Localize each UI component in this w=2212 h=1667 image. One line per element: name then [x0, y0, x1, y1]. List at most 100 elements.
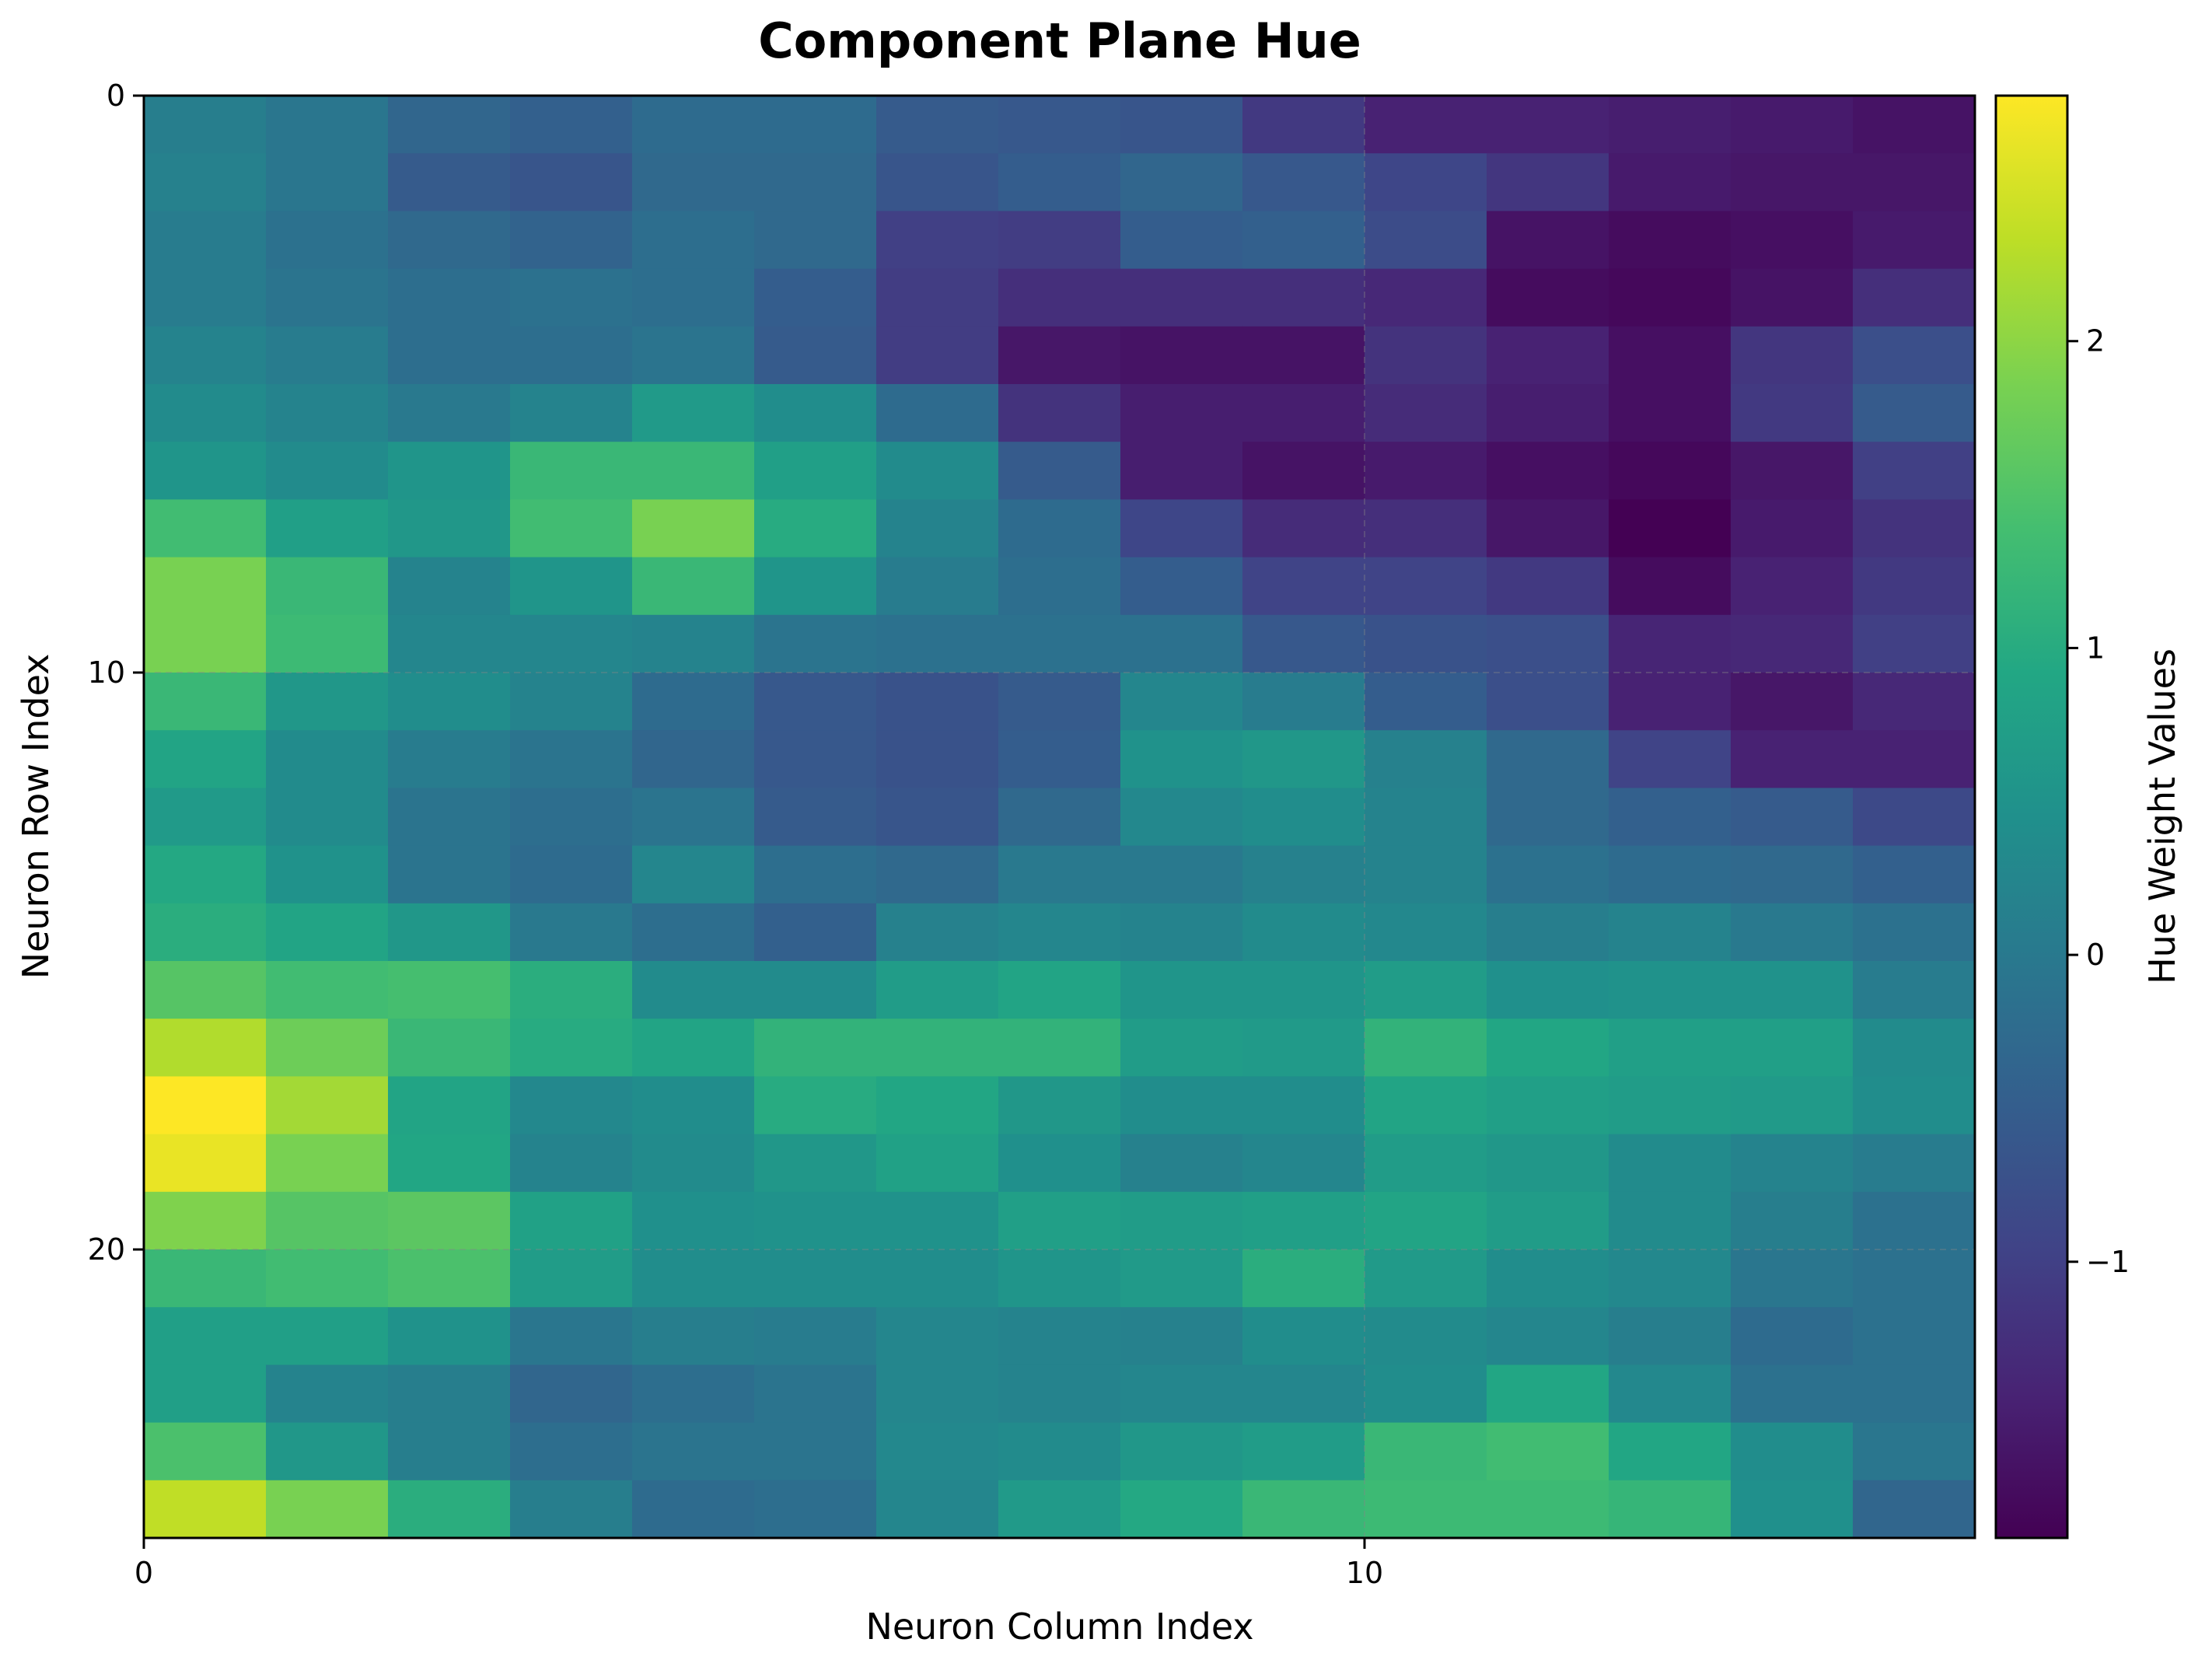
heatmap-cell	[754, 442, 877, 500]
heatmap-cell	[998, 1480, 1121, 1539]
heatmap-cell	[998, 268, 1121, 327]
heatmap-cell	[1120, 557, 1243, 616]
heatmap-cell	[754, 499, 877, 558]
plot-frame	[142, 94, 1976, 1539]
heatmap-cell	[1365, 1134, 1487, 1193]
heatmap-cell	[266, 211, 389, 270]
heatmap-cell	[1609, 557, 1732, 616]
heatmap-cell	[1365, 211, 1487, 270]
heatmap-cell	[998, 1307, 1121, 1365]
heatmap-cell	[266, 1249, 389, 1308]
heatmap-cell	[998, 1134, 1121, 1193]
heatmap-cell	[1120, 153, 1243, 211]
heatmap-cell	[1242, 442, 1365, 500]
heatmap-cell	[1731, 788, 1854, 847]
heatmap-cell	[876, 730, 999, 788]
heatmap-cell	[1609, 1019, 1732, 1077]
heatmap-cell	[266, 1480, 389, 1539]
heatmap-cell	[1242, 1249, 1365, 1308]
heatmap-cell	[388, 1249, 511, 1308]
heatmap-cell	[510, 1307, 633, 1365]
heatmap-cell	[1731, 96, 1854, 154]
heatmap-cell	[144, 1480, 267, 1539]
heatmap-cell	[1731, 557, 1854, 616]
x-tick-label: 10	[1346, 1556, 1383, 1590]
heatmap-cell	[1731, 153, 1854, 211]
heatmap-cell	[1242, 268, 1365, 327]
colorbar	[1994, 94, 2069, 1539]
heatmap-cell	[876, 845, 999, 904]
heatmap-cell	[1242, 1307, 1365, 1365]
heatmap-cell	[876, 903, 999, 962]
heatmap-cell	[1242, 961, 1365, 1019]
heatmap-cell	[754, 1191, 877, 1250]
heatmap-cell	[1120, 730, 1243, 788]
heatmap-cell	[1731, 499, 1854, 558]
heatmap-cell	[998, 1019, 1121, 1077]
heatmap-cell	[1731, 1191, 1854, 1250]
heatmap-cell	[632, 1076, 755, 1135]
heatmap-cell	[144, 961, 267, 1019]
heatmap-cell	[1609, 730, 1732, 788]
heatmap-cell	[388, 211, 511, 270]
heatmap-cell	[388, 788, 511, 847]
heatmap-cell	[1365, 326, 1487, 385]
heatmap-cell	[754, 153, 877, 211]
heatmap-cell	[1731, 326, 1854, 385]
heatmap-cell	[1731, 614, 1854, 673]
y-tick-label: 10	[88, 655, 125, 690]
heatmap-cell	[1242, 730, 1365, 788]
heatmap-cell	[1487, 673, 1609, 731]
heatmap-cell	[998, 673, 1121, 731]
heatmap-cell	[876, 442, 999, 500]
heatmap-cell	[754, 730, 877, 788]
heatmap-cell	[510, 96, 633, 154]
heatmap-cell	[632, 1365, 755, 1424]
heatmap-cell	[144, 326, 267, 385]
heatmap-cell	[632, 268, 755, 327]
colorbar-tick-label: 1	[2086, 631, 2105, 665]
heatmap-cell	[632, 730, 755, 788]
heatmap-cell	[1853, 845, 1976, 904]
heatmap-cell	[1242, 326, 1365, 385]
heatmap-cell	[1120, 1134, 1243, 1193]
heatmap-cell	[998, 1422, 1121, 1481]
y-tick-label: 0	[107, 79, 125, 113]
heatmap-cell	[1487, 903, 1609, 962]
heatmap-cell	[998, 442, 1121, 500]
heatmap-cell	[998, 614, 1121, 673]
heatmap-cell	[510, 384, 633, 442]
heatmap-cell	[510, 673, 633, 731]
heatmap-cell	[998, 961, 1121, 1019]
heatmap-cell	[1365, 730, 1487, 788]
heatmap-cell	[1242, 1480, 1365, 1539]
heatmap-cell	[1609, 96, 1732, 154]
heatmap-cell	[632, 96, 755, 154]
heatmap-cell	[998, 499, 1121, 558]
heatmap-cell	[754, 1480, 877, 1539]
heatmap-cell	[1365, 1307, 1487, 1365]
heatmap-cell	[1731, 384, 1854, 442]
heatmap-cell	[1853, 1422, 1976, 1481]
heatmap-cell	[388, 845, 511, 904]
heatmap-cell	[144, 211, 267, 270]
heatmap-cell	[266, 384, 389, 442]
heatmap-cell	[1487, 1191, 1609, 1250]
heatmap-cell	[1365, 1249, 1487, 1308]
heatmap-cell	[1609, 1365, 1732, 1424]
heatmap-cell	[632, 499, 755, 558]
heatmap-cell	[1242, 384, 1365, 442]
colorbar-tick-label: 0	[2086, 938, 2105, 972]
heatmap-cell	[1487, 614, 1609, 673]
heatmap-cell	[754, 384, 877, 442]
heatmap-cell	[1242, 1191, 1365, 1250]
y-axis-ticks: 0 10 20	[88, 79, 144, 1267]
heatmap-cell	[876, 1365, 999, 1424]
heatmap-cell	[998, 384, 1121, 442]
heatmap-cell	[1242, 96, 1365, 154]
heatmap-cell	[876, 1076, 999, 1135]
heatmap-cell	[1609, 903, 1732, 962]
heatmap-cell	[1365, 153, 1487, 211]
heatmap-cell	[1242, 1365, 1365, 1424]
